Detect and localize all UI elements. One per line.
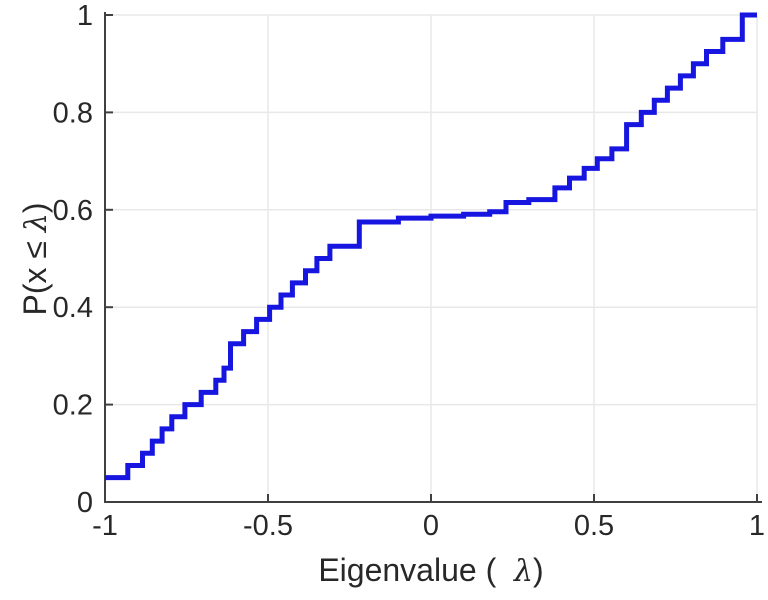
- x-tick-label: -1: [92, 510, 118, 542]
- y-tick-label: 0.6: [53, 195, 93, 227]
- y-tick-label: 0.4: [53, 292, 93, 324]
- y-tick-label: 0: [77, 487, 93, 519]
- y-axis-label: P(x ≤ λ): [17, 129, 54, 389]
- x-tick-label: 1: [749, 510, 765, 542]
- y-tick-label: 1: [77, 0, 93, 32]
- y-axis-label-suffix: ): [17, 202, 53, 214]
- lambda-symbol: λ: [19, 213, 54, 233]
- x-axis-label-suffix: ): [533, 552, 544, 588]
- x-axis-label: Eigenvalue ( λ): [105, 552, 757, 589]
- x-axis-label-text: Eigenvalue (: [318, 552, 514, 588]
- lambda-symbol: λ: [514, 554, 534, 589]
- y-axis-label-text: P(x ≤: [17, 232, 53, 316]
- x-tick-label: 0: [423, 510, 439, 542]
- y-tick-label: 0.2: [53, 390, 93, 422]
- ecdf-staircase-line: [105, 12, 757, 481]
- x-tick-label: -0.5: [243, 510, 293, 542]
- y-tick-label: 0.8: [53, 97, 93, 129]
- x-tick-label: 0.5: [574, 510, 614, 542]
